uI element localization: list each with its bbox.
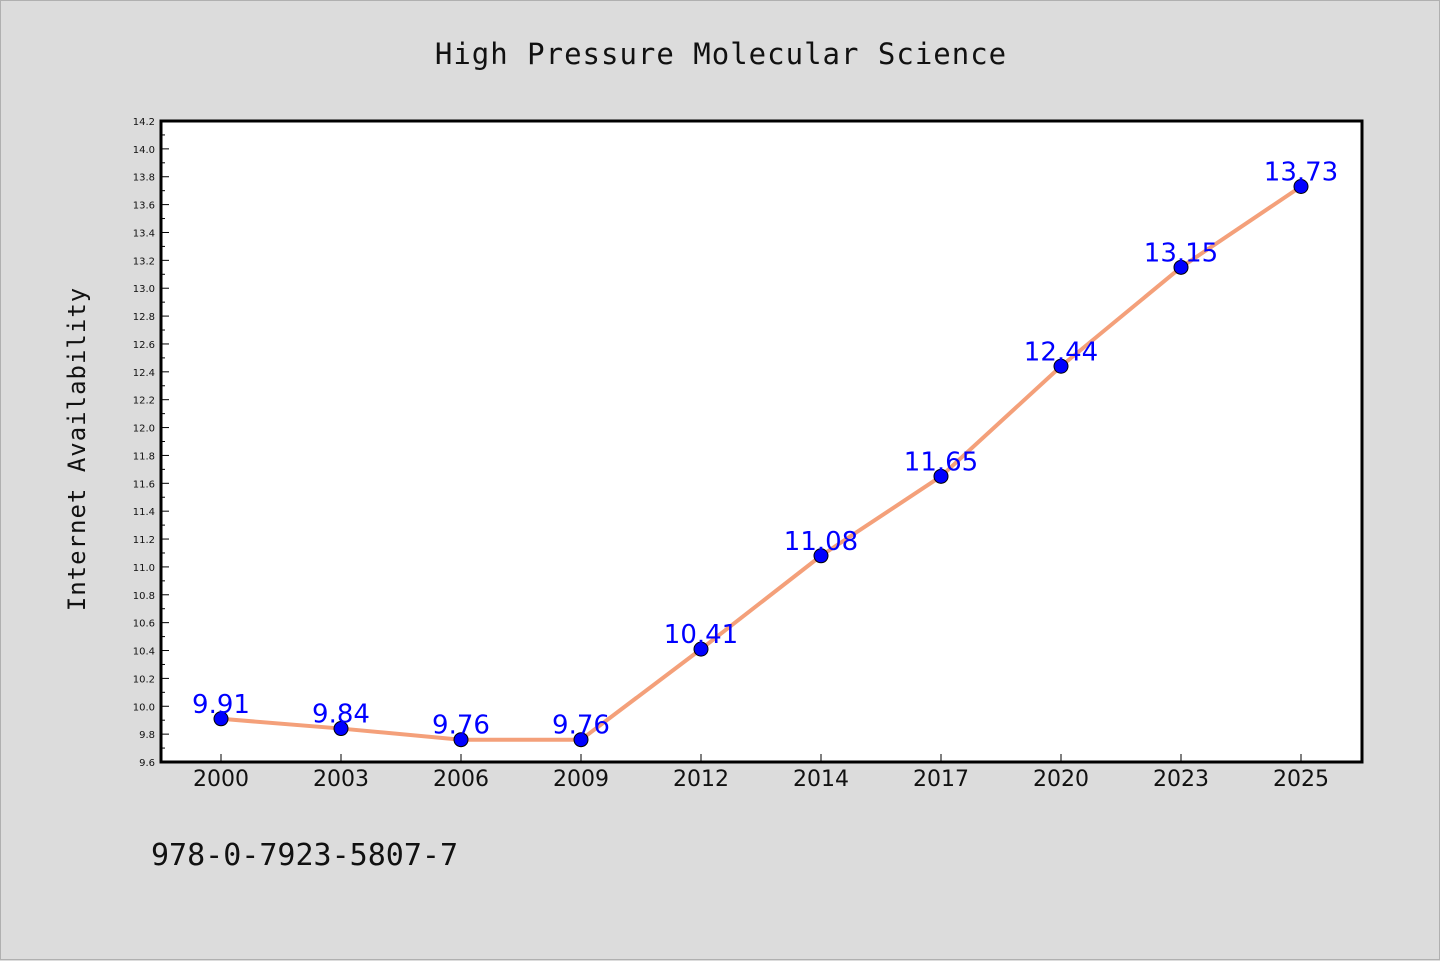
data-point bbox=[1173, 259, 1189, 275]
y-tick-label: 12.0 bbox=[133, 424, 155, 435]
x-tick-label: 2014 bbox=[793, 767, 849, 792]
x-tick-label: 2017 bbox=[913, 767, 969, 792]
y-tick-label: 11.4 bbox=[133, 507, 155, 518]
y-tick-label: 12.8 bbox=[133, 312, 155, 323]
y-axis-ticks: 9.6 9.8 10.0 10.2 10.4 10.6 10.8 11.0 11.2 11.4 11… bbox=[133, 117, 169, 769]
x-tick-label: 2000 bbox=[193, 767, 249, 792]
x-tick-label: 2003 bbox=[313, 767, 369, 792]
data-labels-group: 9.91 9.84 9.76 9.76 10.41 11.08 11.65 12.44 13.1… bbox=[192, 157, 1338, 740]
data-label: 10.41 bbox=[664, 620, 738, 650]
series-line bbox=[220, 184, 1303, 742]
data-label: 9.76 bbox=[432, 711, 490, 741]
data-point bbox=[813, 548, 829, 564]
data-point bbox=[693, 641, 709, 657]
y-tick-label: 12.2 bbox=[133, 396, 155, 407]
data-point bbox=[1293, 178, 1309, 194]
data-point bbox=[573, 732, 589, 748]
y-tick-label: 11.8 bbox=[133, 451, 155, 462]
data-label: 9.76 bbox=[552, 711, 610, 741]
y-tick-label: 10.2 bbox=[133, 674, 155, 685]
y-tick-label: 10.6 bbox=[133, 619, 155, 630]
y-tick-label: 11.0 bbox=[133, 563, 155, 574]
data-label: 11.08 bbox=[784, 527, 858, 557]
data-label: 9.91 bbox=[192, 690, 250, 720]
x-tick-label: 2020 bbox=[1033, 767, 1089, 792]
y-tick-label: 13.4 bbox=[133, 228, 155, 239]
y-tick-label: 10.0 bbox=[133, 702, 155, 713]
y-tick-label: 13.2 bbox=[133, 256, 155, 267]
y-tick-label: 9.8 bbox=[139, 730, 155, 741]
y-tick-label: 12.4 bbox=[133, 368, 155, 379]
data-label: 9.84 bbox=[312, 700, 370, 730]
x-tick-label: 2025 bbox=[1273, 767, 1329, 792]
x-tick-label: 2009 bbox=[553, 767, 609, 792]
plot-area bbox=[159, 119, 1364, 764]
data-label: 13.15 bbox=[1144, 238, 1218, 268]
data-label: 11.65 bbox=[904, 447, 978, 477]
data-point bbox=[933, 468, 949, 484]
data-point bbox=[333, 721, 349, 737]
data-point bbox=[1053, 358, 1069, 374]
y-tick-label: 13.6 bbox=[133, 201, 155, 212]
y-axis-label: Internet Availability bbox=[63, 287, 91, 611]
isbn-footer: 978-0-7923-5807-7 bbox=[151, 838, 458, 873]
y-tick-label: 10.4 bbox=[133, 647, 155, 658]
y-tick-label: 13.0 bbox=[133, 284, 155, 295]
data-label: 12.44 bbox=[1024, 337, 1098, 367]
y-tick-label: 11.2 bbox=[133, 535, 155, 546]
y-tick-label: 13.8 bbox=[133, 173, 155, 184]
data-point bbox=[453, 732, 469, 748]
y-tick-label: 10.8 bbox=[133, 591, 155, 602]
series-group bbox=[213, 178, 1309, 748]
y-tick-label: 12.6 bbox=[133, 340, 155, 351]
y-tick-label: 9.6 bbox=[139, 758, 155, 769]
x-tick-label: 2006 bbox=[433, 767, 489, 792]
x-axis-ticks: 2000 2003 2006 2009 2012 2014 2017 2020 2023 2025 bbox=[193, 754, 1329, 792]
data-point bbox=[213, 711, 229, 727]
y-tick-label: 14.2 bbox=[133, 117, 155, 128]
data-label: 13.73 bbox=[1264, 157, 1338, 187]
x-tick-label: 2012 bbox=[673, 767, 729, 792]
x-tick-label: 2023 bbox=[1153, 767, 1209, 792]
chart-title: High Pressure Molecular Science bbox=[435, 37, 1007, 71]
y-tick-label: 14.0 bbox=[133, 145, 155, 156]
y-tick-label: 11.6 bbox=[133, 479, 155, 490]
